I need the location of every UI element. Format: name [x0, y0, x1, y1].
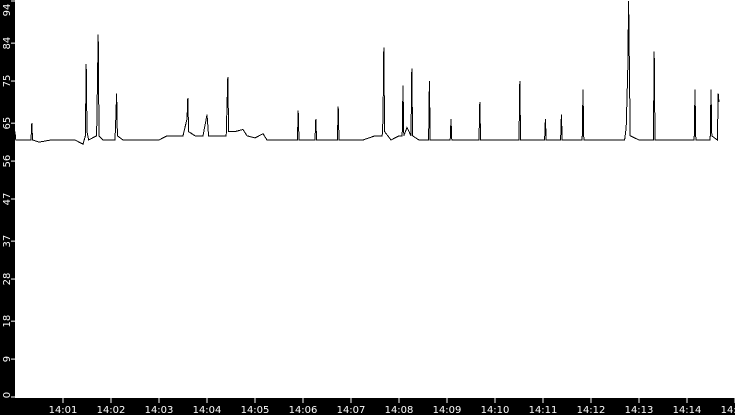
x-tick-label: 14:12	[577, 405, 606, 415]
x-tick-label: 14:09	[433, 405, 462, 415]
x-tick-label: 14:02	[97, 405, 126, 415]
plot-area	[15, 0, 735, 398]
x-tick-label: 14:06	[289, 405, 318, 415]
y-tick-label: 75	[2, 75, 13, 88]
x-tick-label: 14:11	[529, 405, 558, 415]
series-line	[14, 0, 720, 145]
x-tick-label: 14:03	[145, 405, 174, 415]
x-tick-label: 14:10	[481, 405, 510, 415]
x-tick-label: 14:08	[385, 405, 414, 415]
y-tick-label: 9	[2, 356, 13, 362]
y-tick-label: 28	[2, 273, 13, 286]
x-tick-label: 14:13	[625, 405, 654, 415]
y-tick-label: 94	[2, 4, 13, 17]
x-tick-label: 14:04	[193, 405, 222, 415]
x-tick-label: 14:15	[721, 405, 735, 415]
x-axis: 14:01 14:02 14:03 14:04 14:05 14:06 14:07 14:08…	[49, 398, 735, 415]
x-tick-label: 14:14	[673, 405, 702, 415]
x-tick-label: 14:01	[49, 405, 78, 415]
y-tick-label: 18	[2, 315, 13, 328]
y-tick-label: 56	[2, 155, 13, 168]
y-tick-label: 47	[2, 193, 13, 206]
x-tick-label: 14:07	[337, 405, 366, 415]
x-tick-label: 14:05	[241, 405, 270, 415]
y-tick-label: 65	[2, 117, 13, 130]
y-tick-label: 37	[2, 235, 13, 248]
y-tick-label: 84	[2, 37, 13, 50]
y-tick-label: 0	[2, 392, 13, 398]
y-axis: 0 9 18 28 37 47 56 65 75 84 94	[2, 0, 15, 398]
